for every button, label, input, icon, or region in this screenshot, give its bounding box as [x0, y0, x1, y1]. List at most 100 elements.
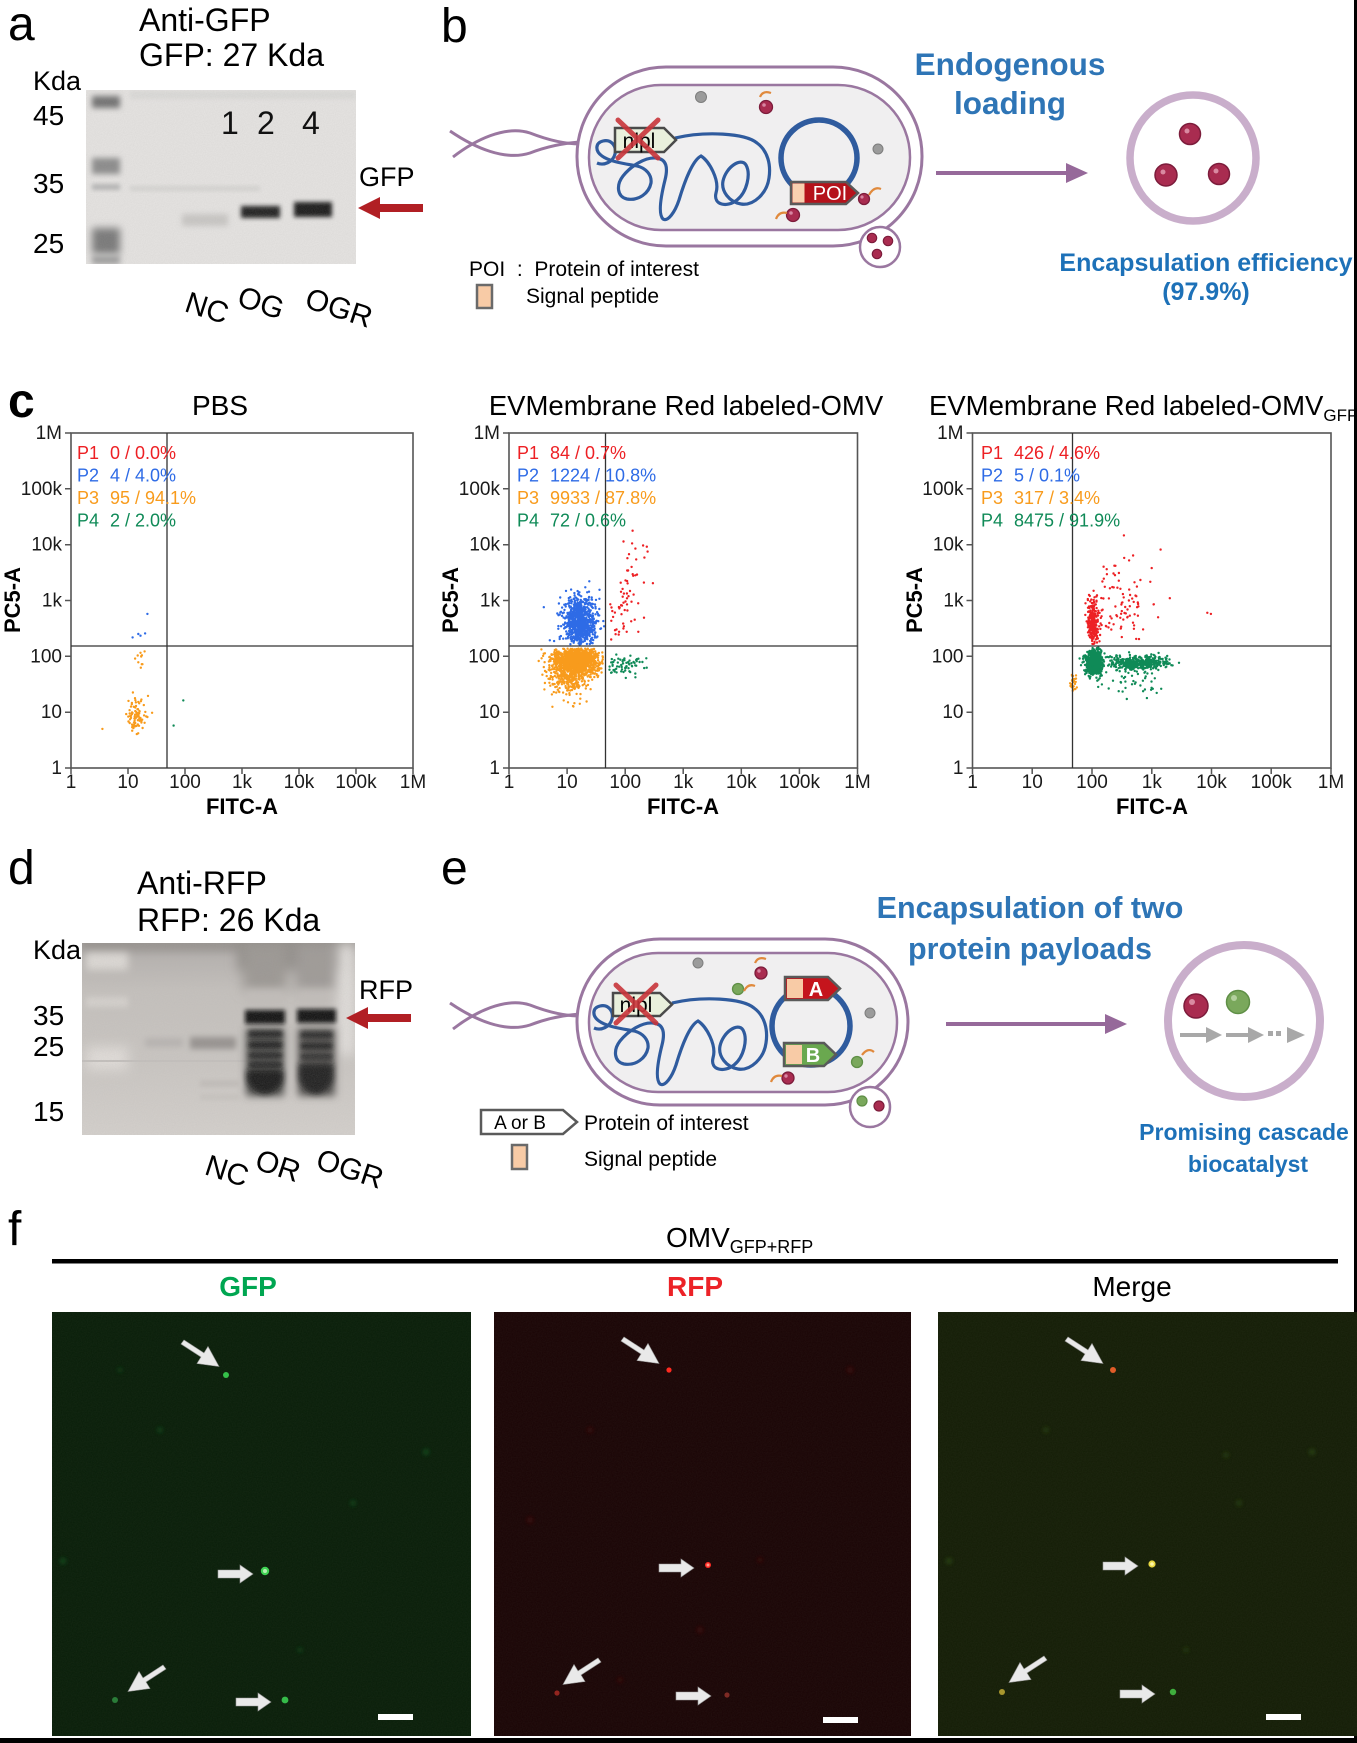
- svg-text:Anti-RFP: Anti-RFP: [137, 865, 267, 901]
- svg-text:10k: 10k: [1196, 772, 1227, 793]
- svg-text:Kda: Kda: [33, 66, 82, 96]
- svg-text:protein payloads: protein payloads: [908, 932, 1152, 966]
- svg-text:a: a: [8, 0, 35, 51]
- svg-text:1: 1: [967, 772, 978, 793]
- svg-text:100k: 100k: [1251, 772, 1293, 793]
- svg-text:P10 / 0.0%: P1 0 / 0.0%: [77, 443, 176, 463]
- svg-text:OR: OR: [251, 1144, 304, 1189]
- svg-text:c: c: [8, 375, 35, 428]
- svg-text:10k: 10k: [284, 772, 315, 793]
- svg-text:10k: 10k: [726, 772, 757, 793]
- svg-text:1: 1: [51, 758, 62, 779]
- svg-text:1: 1: [953, 758, 964, 779]
- svg-text:(97.9%): (97.9%): [1162, 278, 1250, 306]
- svg-text:A or B: A or B: [494, 1113, 546, 1134]
- svg-text:Endogenous: Endogenous: [915, 46, 1106, 82]
- svg-text:100: 100: [30, 646, 62, 667]
- svg-text:45: 45: [33, 100, 64, 131]
- svg-text:100k: 100k: [922, 479, 964, 500]
- svg-text:1M: 1M: [937, 423, 963, 444]
- svg-text:RFP: RFP: [667, 1271, 723, 1302]
- svg-text:1M: 1M: [1318, 772, 1344, 793]
- svg-text:100k: 100k: [335, 772, 377, 793]
- svg-text:1k: 1k: [673, 772, 694, 793]
- svg-text:e: e: [441, 842, 468, 895]
- svg-text:FITC-A: FITC-A: [206, 794, 278, 819]
- svg-text:1: 1: [489, 758, 500, 779]
- svg-text:P25 / 0.1%: P2 5 / 0.1%: [981, 466, 1080, 486]
- svg-text:EVMembrane Red labeled-OMV: EVMembrane Red labeled-OMV: [489, 390, 884, 421]
- svg-text:1k: 1k: [232, 772, 253, 793]
- svg-text:Encapsulation of two: Encapsulation of two: [877, 891, 1184, 925]
- svg-text:1M: 1M: [474, 423, 500, 444]
- svg-text:RFP: 26 Kda: RFP: 26 Kda: [137, 902, 320, 938]
- svg-text:1M: 1M: [844, 772, 870, 793]
- svg-text:100k: 100k: [459, 479, 501, 500]
- svg-text:PC5-A: PC5-A: [0, 567, 25, 633]
- svg-text:100: 100: [609, 772, 641, 793]
- svg-text:1M: 1M: [400, 772, 426, 793]
- svg-text:10: 10: [117, 772, 138, 793]
- svg-text:10: 10: [942, 702, 963, 723]
- svg-text:d: d: [8, 842, 35, 895]
- svg-text:1k: 1k: [42, 591, 63, 612]
- svg-text:10k: 10k: [933, 535, 964, 556]
- svg-text:NC: NC: [181, 286, 232, 331]
- svg-text:biocatalyst: biocatalyst: [1188, 1151, 1308, 1177]
- svg-text:FITC-A: FITC-A: [1116, 794, 1188, 819]
- svg-text:10k: 10k: [31, 535, 62, 556]
- svg-text:b: b: [441, 0, 468, 53]
- svg-text:1: 1: [66, 772, 77, 793]
- svg-text:Kda: Kda: [33, 935, 82, 965]
- svg-text:100k: 100k: [779, 772, 821, 793]
- svg-text:10k: 10k: [469, 535, 500, 556]
- svg-text:Encapsulation efficiency: Encapsulation efficiency: [1059, 249, 1352, 277]
- svg-text:1k: 1k: [1142, 772, 1163, 793]
- svg-text:Promising cascade: Promising cascade: [1139, 1119, 1349, 1145]
- svg-text:f: f: [8, 1203, 22, 1256]
- svg-text:OGR: OGR: [301, 282, 376, 335]
- svg-text:Merge: Merge: [1092, 1271, 1171, 1302]
- svg-text:Protein of interest: Protein of interest: [584, 1112, 749, 1135]
- svg-text:1k: 1k: [943, 591, 964, 612]
- svg-text:2: 2: [257, 105, 275, 141]
- svg-text:10: 10: [479, 702, 500, 723]
- svg-text:Signal peptide: Signal peptide: [584, 1148, 717, 1171]
- svg-text:1: 1: [221, 105, 239, 141]
- svg-text:1: 1: [504, 772, 515, 793]
- svg-text:10: 10: [557, 772, 578, 793]
- svg-text:POI: POI: [813, 183, 847, 205]
- svg-text:4: 4: [302, 105, 320, 141]
- svg-text:100: 100: [932, 646, 964, 667]
- svg-text:15: 15: [33, 1096, 64, 1127]
- svg-text:Anti-GFP: Anti-GFP: [139, 2, 271, 38]
- svg-text:EVMembrane Red labeled-OMVGFP: EVMembrane Red labeled-OMVGFP: [929, 390, 1357, 425]
- svg-text:P42 / 2.0%: P4 2 / 2.0%: [77, 511, 176, 531]
- svg-text:1k: 1k: [480, 591, 501, 612]
- svg-text:Signal peptide: Signal peptide: [526, 285, 659, 308]
- svg-text:PC5-A: PC5-A: [902, 567, 927, 633]
- svg-text:P24 / 4.0%: P2 4 / 4.0%: [77, 466, 176, 486]
- svg-text:GFP: GFP: [219, 1271, 277, 1302]
- svg-text:35: 35: [33, 168, 64, 199]
- svg-text:100: 100: [468, 646, 500, 667]
- svg-text:OG: OG: [234, 281, 289, 327]
- svg-text:FITC-A: FITC-A: [647, 794, 719, 819]
- svg-text:25: 25: [33, 1031, 64, 1062]
- svg-text:B: B: [806, 1045, 820, 1067]
- svg-text:25: 25: [33, 228, 64, 259]
- svg-text:100k: 100k: [21, 479, 63, 500]
- svg-text:PBS: PBS: [192, 390, 248, 421]
- svg-text:35: 35: [33, 1000, 64, 1031]
- svg-text:GFP: 27 Kda: GFP: 27 Kda: [139, 37, 324, 73]
- svg-text:OMVGFP+RFP: OMVGFP+RFP: [666, 1222, 813, 1257]
- svg-text:RFP: RFP: [359, 975, 413, 1005]
- svg-text:10: 10: [41, 702, 62, 723]
- svg-text:GFP: GFP: [359, 162, 415, 192]
